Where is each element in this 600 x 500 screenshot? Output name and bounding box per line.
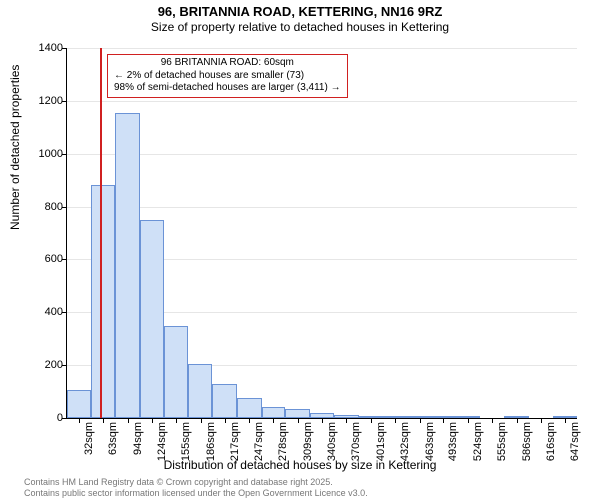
xtick-mark xyxy=(395,418,396,423)
xtick-mark xyxy=(103,418,104,423)
xtick-mark xyxy=(420,418,421,423)
xtick-mark xyxy=(152,418,153,423)
histogram-bar xyxy=(212,384,237,418)
xtick-label: 555sqm xyxy=(496,422,508,461)
histogram-bar xyxy=(164,326,188,419)
chart-subtitle: Size of property relative to detached ho… xyxy=(0,20,600,36)
footer-attribution: Contains HM Land Registry data © Crown c… xyxy=(24,477,368,498)
histogram-bar xyxy=(285,409,310,418)
xtick-mark xyxy=(273,418,274,423)
xtick-mark xyxy=(541,418,542,423)
xtick-label: 63sqm xyxy=(107,422,119,455)
xtick-label: 586sqm xyxy=(521,422,533,461)
xtick-mark xyxy=(176,418,177,423)
histogram-bar xyxy=(67,390,91,418)
xtick-mark xyxy=(371,418,372,423)
xtick-label: 647sqm xyxy=(569,422,581,461)
histogram-bar xyxy=(262,407,286,418)
annotation-line: ← 2% of detached houses are smaller (73) xyxy=(114,70,341,83)
histogram-bar xyxy=(115,113,140,418)
gridline xyxy=(67,48,577,49)
ytick-label: 1400 xyxy=(23,42,63,54)
xtick-mark xyxy=(79,418,80,423)
histogram-bar xyxy=(91,185,116,418)
xtick-mark xyxy=(201,418,202,423)
xtick-label: 217sqm xyxy=(229,422,241,461)
gridline xyxy=(67,101,577,102)
ytick-label: 400 xyxy=(23,306,63,318)
ytick-label: 600 xyxy=(23,253,63,265)
ytick-label: 800 xyxy=(23,201,63,213)
gridline xyxy=(67,154,577,155)
xtick-mark xyxy=(346,418,347,423)
chart-title: 96, BRITANNIA ROAD, KETTERING, NN16 9RZ xyxy=(0,0,600,20)
ytick-label: 200 xyxy=(23,359,63,371)
histogram-bar xyxy=(140,220,165,418)
annotation-box: 96 BRITANNIA ROAD: 60sqm← 2% of detached… xyxy=(107,54,348,98)
xtick-label: 616sqm xyxy=(545,422,557,461)
plot-area: 020040060080010001200140096 BRITANNIA RO… xyxy=(66,48,577,419)
xtick-label: 401sqm xyxy=(375,422,387,461)
ytick-label: 1000 xyxy=(23,148,63,160)
histogram-bar xyxy=(237,398,262,418)
annotation-line: 98% of semi-detached houses are larger (… xyxy=(114,82,341,95)
xtick-mark xyxy=(443,418,444,423)
xtick-label: 124sqm xyxy=(156,422,168,461)
y-axis-label: Number of detached properties xyxy=(8,65,22,230)
chart-container: 96, BRITANNIA ROAD, KETTERING, NN16 9RZ … xyxy=(0,0,600,500)
xtick-mark xyxy=(517,418,518,423)
reference-line xyxy=(100,48,102,418)
ytick-label: 1200 xyxy=(23,95,63,107)
xtick-label: 309sqm xyxy=(302,422,314,461)
footer-line-2: Contains public sector information licen… xyxy=(24,488,368,498)
xtick-mark xyxy=(249,418,250,423)
histogram-bar xyxy=(188,364,213,418)
xtick-label: 340sqm xyxy=(326,422,338,461)
xtick-label: 370sqm xyxy=(350,422,362,461)
annotation-line: 96 BRITANNIA ROAD: 60sqm xyxy=(114,57,341,70)
xtick-mark xyxy=(225,418,226,423)
gridline xyxy=(67,207,577,208)
x-axis-label: Distribution of detached houses by size … xyxy=(0,458,600,472)
xtick-mark xyxy=(298,418,299,423)
xtick-label: 155sqm xyxy=(180,422,192,461)
xtick-label: 524sqm xyxy=(472,422,484,461)
xtick-mark xyxy=(128,418,129,423)
xtick-mark xyxy=(468,418,469,423)
xtick-label: 94sqm xyxy=(132,422,144,455)
xtick-label: 186sqm xyxy=(205,422,217,461)
xtick-mark xyxy=(322,418,323,423)
xtick-label: 278sqm xyxy=(277,422,289,461)
xtick-label: 432sqm xyxy=(399,422,411,461)
footer-line-1: Contains HM Land Registry data © Crown c… xyxy=(24,477,368,487)
chart-area: 020040060080010001200140096 BRITANNIA RO… xyxy=(66,48,576,418)
ytick-label: 0 xyxy=(23,412,63,424)
xtick-label: 463sqm xyxy=(424,422,436,461)
xtick-mark xyxy=(492,418,493,423)
xtick-label: 493sqm xyxy=(447,422,459,461)
xtick-mark xyxy=(565,418,566,423)
xtick-label: 247sqm xyxy=(253,422,265,461)
xtick-label: 32sqm xyxy=(83,422,95,455)
